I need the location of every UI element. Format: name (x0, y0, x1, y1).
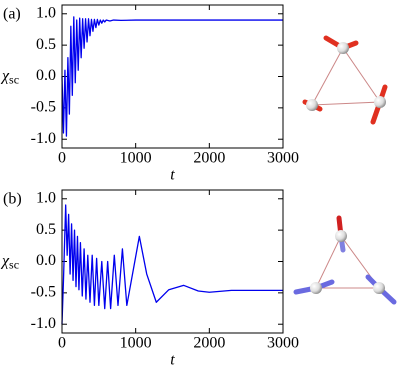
plot-frame (61, 189, 284, 334)
x-tick-label: 1000 (120, 335, 152, 352)
x-axis-label: t (170, 167, 175, 184)
spin-diagram-b (293, 215, 397, 305)
x-tick-label: 1000 (120, 150, 152, 167)
y-axis-label-subscript: sc (9, 72, 19, 86)
y-tick-label: 0.0 (36, 252, 56, 269)
y-tick-label: -0.5 (31, 284, 56, 301)
panel-label: (a) (3, 6, 21, 23)
x-tick-label: 3000 (267, 150, 299, 167)
y-axis-label-symbol: χ (0, 67, 10, 84)
data-line (61, 16, 283, 137)
y-tick-label: 1.0 (36, 189, 56, 206)
x-axis-label: t (170, 352, 175, 369)
panel: (a) 1.0 0.5 0.0 -0.5 -1.00 1000 2000 3000 t χsc (0, 4, 299, 183)
panel-label: (b) (3, 191, 22, 208)
x-tick-label: 2000 (193, 150, 225, 167)
panel: (b) 1.0 0.5 0.0 -0.5 -1.00 1000 2000 3000 t χsc (0, 189, 299, 368)
data-line (61, 204, 283, 325)
x-tick-label: 2000 (193, 335, 225, 352)
y-tick-label: 0.5 (36, 221, 56, 238)
plot-frame (61, 4, 284, 149)
y-tick-label: 0.0 (36, 67, 56, 84)
y-tick-label: 0.5 (36, 36, 56, 53)
y-axis-label: χsc (0, 67, 19, 86)
y-axis-label-symbol: χ (0, 252, 10, 269)
y-tick-label: 1.0 (36, 4, 56, 21)
y-tick-label: -1.0 (31, 130, 56, 147)
x-tick-label: 0 (58, 150, 66, 167)
y-axis-label: χsc (0, 252, 19, 271)
x-tick-label: 3000 (267, 335, 299, 352)
y-tick-label: -1.0 (31, 315, 56, 332)
y-axis-label-subscript: sc (9, 257, 19, 271)
spin-diagram-a (302, 35, 388, 125)
y-tick-label: -0.5 (31, 99, 56, 116)
x-tick-label: 0 (58, 335, 66, 352)
